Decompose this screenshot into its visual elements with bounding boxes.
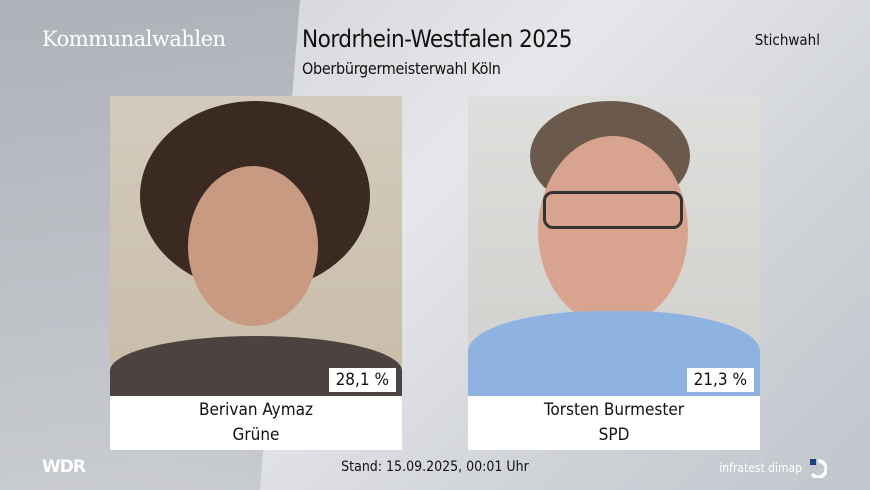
- page-subtitle: Oberbürgermeisterwahl Köln: [302, 59, 501, 78]
- candidate-card: 21,3 % Torsten Burmester SPD: [468, 96, 760, 450]
- vote-percentage: 28,1 %: [328, 368, 396, 392]
- candidate-name: Berivan Aymaz: [198, 400, 314, 420]
- candidate-label: Berivan Aymaz Grüne: [110, 396, 402, 450]
- candidate-photo: 21,3 %: [468, 96, 760, 396]
- pollster-name: infratest dimap: [719, 461, 802, 475]
- vote-percentage: 21,3 %: [686, 368, 754, 392]
- candidate-party: SPD: [598, 425, 630, 445]
- candidate-name: Torsten Burmester: [543, 400, 685, 420]
- candidate-photo: 28,1 %: [110, 96, 402, 396]
- infratest-dimap-logo-icon: [810, 459, 827, 478]
- page-title: Nordrhein-Westfalen 2025: [302, 25, 573, 53]
- candidate-card: 28,1 % Berivan Aymaz Grüne: [110, 96, 402, 450]
- election-type: Stichwahl: [754, 31, 820, 49]
- brand-title: Kommunalwahlen: [42, 27, 226, 51]
- wdr-logo: WDR: [42, 457, 86, 477]
- candidate-party: Grüne: [232, 425, 280, 445]
- timestamp: Stand: 15.09.2025, 00:01 Uhr: [341, 459, 529, 475]
- candidate-label: Torsten Burmester SPD: [468, 396, 760, 450]
